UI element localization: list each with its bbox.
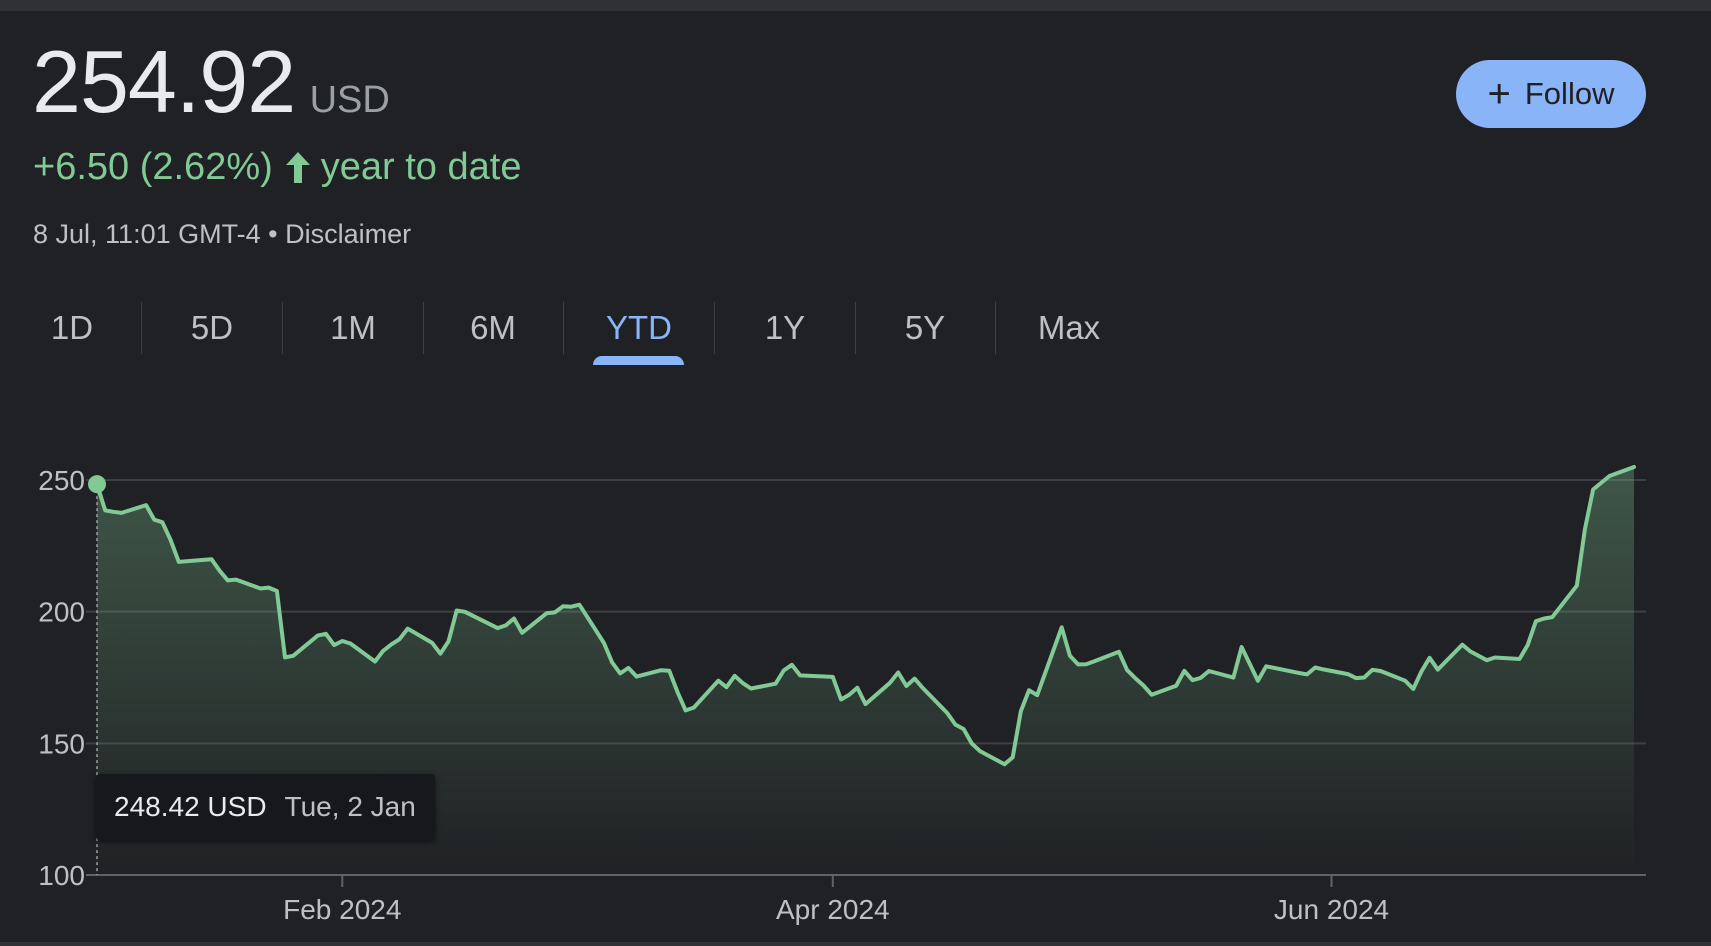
y-tick-label: 200 [38, 597, 85, 628]
separator: • [260, 219, 286, 249]
tab-5d[interactable]: 5D [190, 309, 234, 346]
tab-1d[interactable]: 1D [50, 309, 94, 346]
tab-divider [141, 302, 142, 354]
tab-1y[interactable]: 1Y [764, 309, 806, 346]
top-border [0, 0, 1711, 11]
period-label: year to date [320, 146, 522, 188]
plus-icon: + [1487, 72, 1511, 116]
tab-divider [714, 302, 715, 354]
price-area-fill [97, 467, 1634, 875]
timestamp-row: 8 Jul, 11:01 GMT-4 • Disclaimer [33, 219, 411, 250]
tab-divider [423, 302, 424, 354]
current-price: 254.92 [32, 32, 296, 131]
tooltip-price: 248.42 USD [114, 791, 267, 822]
tab-1m[interactable]: 1M [330, 309, 376, 346]
tab-divider [855, 302, 856, 354]
currency-label: USD [309, 79, 390, 121]
tooltip-date: Tue, 2 Jan [284, 791, 416, 822]
disclaimer-link[interactable]: Disclaimer [285, 219, 412, 249]
range-tabs: 1D 5D 1M 6M YTD 1Y 5Y Max [0, 298, 1150, 368]
bottom-border [0, 942, 1711, 946]
tab-divider [282, 302, 283, 354]
follow-button[interactable]: + Follow [1456, 60, 1646, 128]
tab-5y[interactable]: 5Y [904, 309, 946, 346]
hover-tooltip: 248.42 USD Tue, 2 Jan [96, 774, 435, 840]
change-row: +6.50 (2.62%) year to date [33, 146, 521, 189]
arrow-up-icon [283, 150, 313, 186]
tab-ytd[interactable]: YTD [606, 309, 672, 346]
tab-divider [995, 302, 996, 354]
tab-6m[interactable]: 6M [470, 309, 516, 346]
y-tick-label: 100 [38, 860, 85, 891]
tab-max[interactable]: Max [1037, 309, 1101, 346]
price-row: 254.92 USD [32, 38, 390, 126]
y-tick-label: 250 [38, 465, 85, 496]
x-tick-label: Feb 2024 [283, 894, 401, 925]
price-change: +6.50 (2.62%) [33, 146, 273, 188]
timestamp: 8 Jul, 11:01 GMT-4 [33, 219, 261, 249]
price-line [95, 465, 1636, 767]
x-tick-label: Jun 2024 [1274, 894, 1389, 925]
active-tab-indicator [593, 356, 684, 365]
x-tick-label: Apr 2024 [776, 894, 890, 925]
highlight-point [88, 475, 106, 494]
y-tick-label: 150 [38, 728, 85, 759]
tab-divider [563, 302, 564, 354]
follow-label: Follow [1524, 76, 1615, 111]
